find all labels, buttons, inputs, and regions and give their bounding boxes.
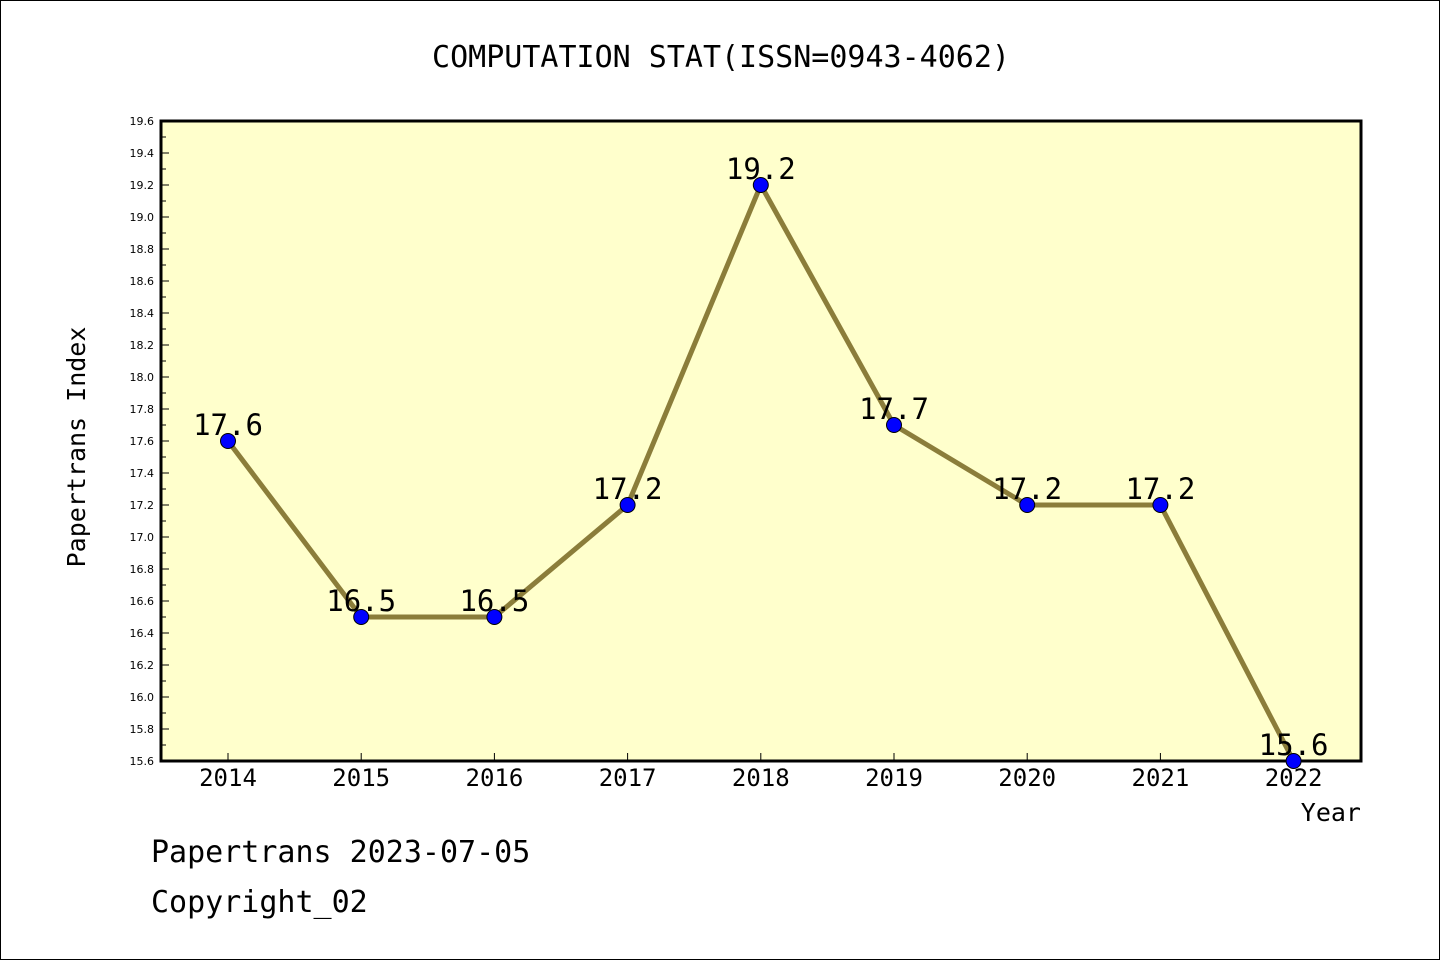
data-point-marker (353, 609, 370, 625)
y-tick-label: 15.6 (130, 755, 155, 768)
data-label: 17.7 (859, 392, 929, 426)
data-point-marker (1152, 497, 1169, 513)
y-tick-label: 17.4 (130, 467, 155, 480)
data-label: 15.6 (1259, 728, 1329, 762)
y-tick-label: 17.6 (130, 435, 155, 448)
y-tick-label: 17.0 (130, 531, 155, 544)
y-tick-label: 18.8 (130, 243, 155, 256)
y-tick-label: 15.8 (130, 723, 155, 736)
y-axis: 15.6 15.8 16.0 16.2 16.4 16.6 16.8 17.0 17.2 17.4… (130, 115, 169, 768)
y-tick-label: 19.0 (130, 211, 155, 224)
data-label: 16.5 (459, 584, 529, 618)
x-tick-label: 2015 (332, 764, 390, 792)
y-tick-label: 16.0 (130, 691, 155, 704)
x-axis-label: Year (1301, 798, 1361, 827)
y-tick-label: 16.4 (130, 627, 155, 640)
footer-copyright-text: Copyright_02 (151, 885, 368, 920)
data-point-marker (619, 497, 636, 513)
x-tick-label: 2018 (732, 764, 790, 792)
y-tick-label: 16.8 (130, 563, 155, 576)
data-label: 17.6 (193, 408, 263, 442)
y-tick-label: 18.2 (130, 339, 155, 352)
x-tick-label: 2020 (998, 764, 1056, 792)
plot-area (159, 119, 1363, 763)
x-tick-label: 2014 (199, 764, 257, 792)
data-point-marker (886, 417, 902, 433)
data-label: 17.2 (992, 472, 1062, 506)
y-tick-label: 18.6 (130, 275, 155, 288)
y-tick-label: 16.2 (130, 659, 155, 672)
data-label: 17.2 (593, 472, 663, 506)
x-tick-label: 2016 (466, 764, 524, 792)
y-tick-label: 19.6 (130, 115, 155, 128)
y-tick-label: 17.8 (130, 403, 155, 416)
data-labels: 17.6 16.5 16.5 17.2 19.2 17.7 17.2 17.2 15.6 (193, 152, 1328, 762)
y-tick-label: 19.4 (130, 147, 155, 160)
x-axis: 2014 2015 2016 2017 2018 2019 2020 2021 2022 (199, 753, 1322, 792)
x-tick-label: 2017 (599, 764, 657, 792)
y-tick-label: 18.0 (130, 371, 155, 384)
x-tick-label: 2021 (1132, 764, 1190, 792)
data-label: 17.2 (1125, 472, 1195, 506)
data-point-marker (220, 433, 236, 449)
y-tick-label: 18.4 (130, 307, 155, 320)
y-tick-label: 19.2 (130, 179, 155, 192)
data-label: 16.5 (326, 584, 396, 618)
x-tick-label: 2019 (865, 764, 923, 792)
y-axis-label: Papertrans Index (62, 327, 91, 568)
y-tick-label: 16.6 (130, 595, 155, 608)
data-point-marker (1019, 497, 1036, 513)
chart-title: COMPUTATION STAT(ISSN=0943-4062) (432, 40, 1010, 75)
footer-date-text: Papertrans 2023-07-05 (151, 835, 531, 870)
series-line-group (220, 177, 1302, 769)
data-point-marker (486, 609, 503, 625)
data-label: 19.2 (726, 152, 796, 186)
data-point-marker (752, 177, 769, 193)
data-point-marker (1285, 753, 1302, 769)
y-tick-label: 17.2 (130, 499, 155, 512)
